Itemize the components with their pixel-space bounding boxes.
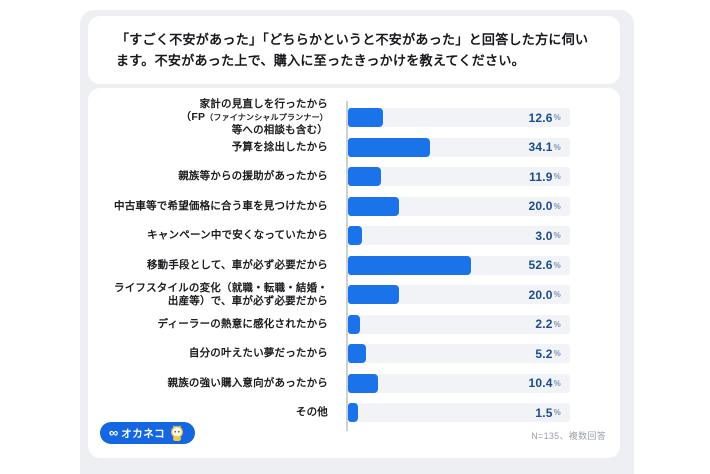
- value-label: 2.2%: [535, 317, 561, 332]
- bar-track: 5.2%: [348, 344, 570, 364]
- chart-row: 予算を捻出したから 34.1%: [88, 133, 620, 163]
- category-label: 中古車等で希望価格に合う車を見つけたから: [114, 199, 328, 212]
- sample-size-note: N=135、複数回答: [531, 431, 606, 441]
- chart-row: ライフスタイルの変化（就職・転職・結婚・ 出産等）で、車が必ず必要だから 20.0%: [88, 280, 620, 310]
- chart-axis-line: [346, 101, 348, 431]
- question-title-card: 「すごく不安があった」「どちらかというと不安があった」と回答した方に伺い ます。…: [88, 16, 620, 84]
- bar-track: 11.9%: [348, 167, 570, 187]
- cat-mascot-icon: [171, 425, 183, 441]
- bar-track: 1.5%: [348, 403, 570, 423]
- bar-track: 10.4%: [348, 373, 570, 393]
- bar-track: 34.1%: [348, 137, 570, 157]
- okaneko-logo: ∞ オカネコ: [100, 422, 196, 444]
- value-label: 12.6%: [528, 110, 561, 125]
- bar-track: 12.6%: [348, 108, 570, 128]
- chart-row: 中古車等で希望価格に合う車を見つけたから 20.0%: [88, 192, 620, 222]
- chart-row: キャンペーン中で安くなっていたから 3.0%: [88, 221, 620, 251]
- chart-row: 自分の叶えたい夢だったから 5.2%: [88, 339, 620, 369]
- bar: [348, 167, 382, 187]
- value-label: 20.0%: [528, 199, 561, 214]
- bar-track: 20.0%: [348, 196, 570, 216]
- bar-track: 2.2%: [348, 314, 570, 334]
- value-label: 5.2%: [535, 346, 561, 361]
- chart-row: 移動手段として、車が必ず必要だから 52.6%: [88, 251, 620, 281]
- bar-track: 20.0%: [348, 285, 570, 305]
- category-label: 予算を捻出したから: [231, 140, 328, 153]
- category-label: ディーラーの熱意に感化されたから: [157, 317, 328, 330]
- category-label: キャンペーン中で安くなっていたから: [147, 229, 328, 242]
- bar-track: 52.6%: [348, 255, 570, 275]
- question-title-line1: 「すごく不安があった」「どちらかというと不安があった」と回答した方に伺い: [116, 32, 589, 47]
- chart-row: 親族の強い購入意向があったから 10.4%: [88, 369, 620, 399]
- bar: [348, 314, 360, 334]
- bar: [348, 285, 399, 305]
- bar: [348, 108, 383, 128]
- chart-row: 親族等からの援助があったから 11.9%: [88, 162, 620, 192]
- chart-card: 家計の見直しを行ったから （FP（ファイナンシャルプランナー）等への相談も含む） 1…: [88, 88, 620, 458]
- category-label: 親族の強い購入意向があったから: [167, 376, 328, 389]
- bar: [348, 344, 367, 364]
- question-title-line2: ます。不安があった上で、購入に至ったきっかけを教えてください。: [116, 53, 525, 68]
- bar-track: 3.0%: [348, 226, 570, 246]
- infinity-logo-icon: ∞: [109, 425, 119, 440]
- value-label: 52.6%: [528, 258, 561, 273]
- category-label: 移動手段として、車が必ず必要だから: [146, 258, 328, 271]
- category-label: その他: [295, 406, 328, 419]
- category-label: 親族等からの援助があったから: [178, 170, 328, 183]
- value-label: 10.4%: [528, 376, 561, 391]
- chart-row: その他 1.5%: [88, 398, 620, 428]
- category-label: 家計の見直しを行ったから （FP（ファイナンシャルプランナー）等への相談も含む）: [180, 98, 328, 137]
- bar-chart: 家計の見直しを行ったから （FP（ファイナンシャルプランナー）等への相談も含む） 1…: [88, 98, 620, 428]
- category-label: ライフスタイルの変化（就職・転職・結婚・ 出産等）で、車が必ず必要だから: [114, 281, 328, 307]
- value-label: 3.0%: [535, 228, 561, 243]
- bar: [348, 255, 471, 275]
- bar: [348, 137, 431, 157]
- value-label: 34.1%: [528, 140, 561, 155]
- category-label: 自分の叶えたい夢だったから: [188, 347, 328, 360]
- value-label: 1.5%: [535, 405, 561, 420]
- chart-row: 家計の見直しを行ったから （FP（ファイナンシャルプランナー）等への相談も含む） 1…: [88, 98, 620, 136]
- question-title: 「すごく不安があった」「どちらかというと不安があった」と回答した方に伺い ます。…: [88, 16, 620, 71]
- bar: [348, 196, 399, 216]
- value-label: 20.0%: [528, 287, 561, 302]
- chart-row: ディーラーの熱意に感化されたから 2.2%: [88, 310, 620, 340]
- bar: [348, 403, 359, 423]
- bar: [348, 226, 362, 246]
- value-label: 11.9%: [529, 169, 561, 184]
- bar: [348, 373, 378, 393]
- okaneko-logo-text: オカネコ: [121, 427, 166, 440]
